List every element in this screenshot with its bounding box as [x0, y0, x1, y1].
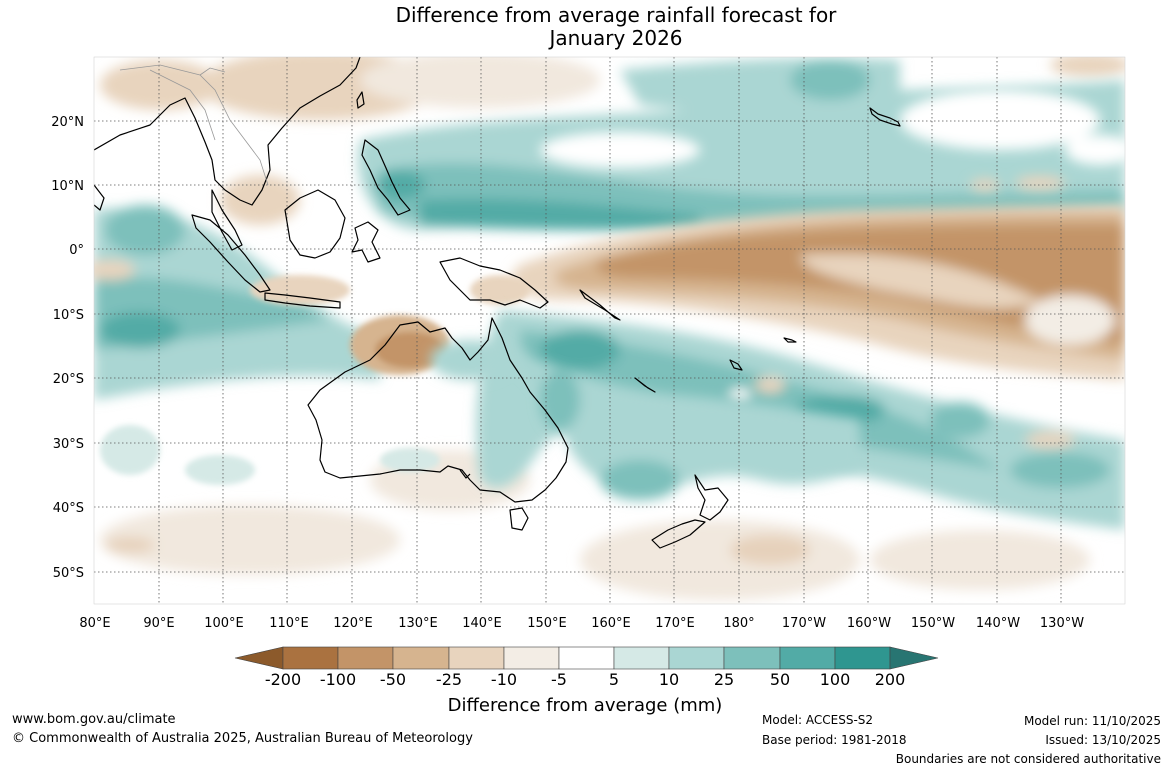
copyright-text: © Commonwealth of Australia 2025, Austra… — [12, 731, 473, 746]
colorbar-label: 10 — [658, 670, 680, 689]
boundaries-disclaimer: Boundaries are not considered authoritat… — [895, 752, 1161, 766]
map-title: Difference from average rainfall forecas… — [0, 4, 1173, 50]
issued-date: Issued: 13/10/2025 — [1045, 733, 1161, 747]
northern-dry-pockets — [540, 90, 1125, 191]
northwest-dry-anomaly — [100, 57, 1125, 225]
asia-coastline — [94, 57, 361, 206]
country-borders — [119, 64, 269, 186]
sumatra-coastline — [191, 214, 271, 293]
lon-label: 100°E — [204, 616, 244, 631]
latitude-labels: 20°N 10°N 0° 10°S 20°S 30°S 40°S 50°S — [51, 115, 84, 581]
maritime-dry — [250, 275, 530, 375]
colorbar-label: -5 — [551, 670, 567, 689]
colorbar-swatch — [392, 646, 450, 670]
lon-label: 150°E — [527, 616, 567, 631]
borneo-coastline — [284, 189, 346, 259]
colorbar-swatch — [779, 646, 836, 670]
title-line-1: Difference from average rainfall forecas… — [395, 3, 837, 27]
lat-label: 10°N — [51, 179, 84, 194]
rainfall-anomaly-field — [94, 57, 1125, 604]
southern-dry-anomaly — [100, 450, 1090, 600]
lon-label: 160°W — [847, 616, 891, 631]
lon-label: 110°E — [269, 616, 309, 631]
colorbar-label: -200 — [264, 670, 302, 689]
colorbar-low-arrow — [234, 646, 284, 670]
colorbar-high-arrow — [889, 646, 939, 670]
colorbar-label: -100 — [319, 670, 357, 689]
colorbar-swatch — [503, 646, 560, 670]
map-frame — [93, 56, 1126, 605]
lat-label: 10°S — [53, 308, 84, 323]
lon-label: 90°E — [143, 616, 174, 631]
colorbar-swatch — [613, 646, 670, 670]
lat-label: 40°S — [53, 501, 84, 516]
colorbar-swatch — [282, 646, 339, 670]
colorbar-title: Difference from average (mm) — [447, 695, 723, 716]
australia-coastline — [307, 317, 569, 503]
indian-ocean-wet — [94, 205, 380, 400]
colorbar-swatch — [723, 646, 781, 670]
model-name: Model: ACCESS-S2 — [762, 713, 874, 727]
colorbar — [234, 646, 939, 670]
lon-label: 140°E — [462, 616, 502, 631]
colorbar-label: 200 — [874, 670, 906, 689]
lon-label: 130°E — [398, 616, 438, 631]
lon-label: 130°W — [1040, 616, 1084, 631]
new-guinea-coastline — [439, 257, 549, 309]
lon-label: 170°W — [782, 616, 826, 631]
colorbar-swatch — [834, 646, 891, 670]
minor-wet-patches — [100, 425, 440, 485]
colorbar-swatch — [337, 646, 394, 670]
lon-label: 120°E — [333, 616, 373, 631]
colorbar-label: 50 — [769, 670, 791, 689]
lat-label: 0° — [69, 243, 84, 258]
lat-label: 20°N — [51, 115, 84, 130]
longitude-labels: 80°E 90°E 100°E 110°E 120°E 130°E 140°E … — [79, 616, 1084, 631]
lon-label: 160°E — [591, 616, 631, 631]
base-period: Base period: 1981-2018 — [762, 733, 907, 747]
colorbar-label: -10 — [490, 670, 518, 689]
new-zealand-coastline — [694, 474, 729, 521]
model-run-date: Model run: 11/10/2025 — [1023, 714, 1161, 728]
lon-label: 170°E — [655, 616, 695, 631]
colorbar-swatch — [668, 646, 725, 670]
graticule — [94, 57, 1125, 604]
lon-label: 80°E — [79, 616, 110, 631]
colorbar-label: -50 — [379, 670, 407, 689]
lon-label: 150°W — [911, 616, 955, 631]
lat-label: 30°S — [53, 437, 84, 452]
website-link[interactable]: www.bom.gov.au/climate — [12, 712, 176, 727]
lat-label: 20°S — [53, 372, 84, 387]
lon-label: 180° — [723, 616, 754, 631]
colorbar-label: 100 — [819, 670, 851, 689]
colorbar-label: -25 — [435, 670, 463, 689]
colorbar-label: 25 — [713, 670, 735, 689]
coastlines — [94, 57, 901, 549]
title-line-2: January 2026 — [549, 26, 683, 50]
colorbar-swatch — [558, 646, 615, 670]
colorbar-swatch — [448, 646, 505, 670]
lat-label: 50°S — [53, 566, 84, 581]
colorbar-label: 5 — [608, 670, 620, 689]
lon-label: 140°W — [976, 616, 1020, 631]
tasmania-coastline — [509, 507, 529, 531]
